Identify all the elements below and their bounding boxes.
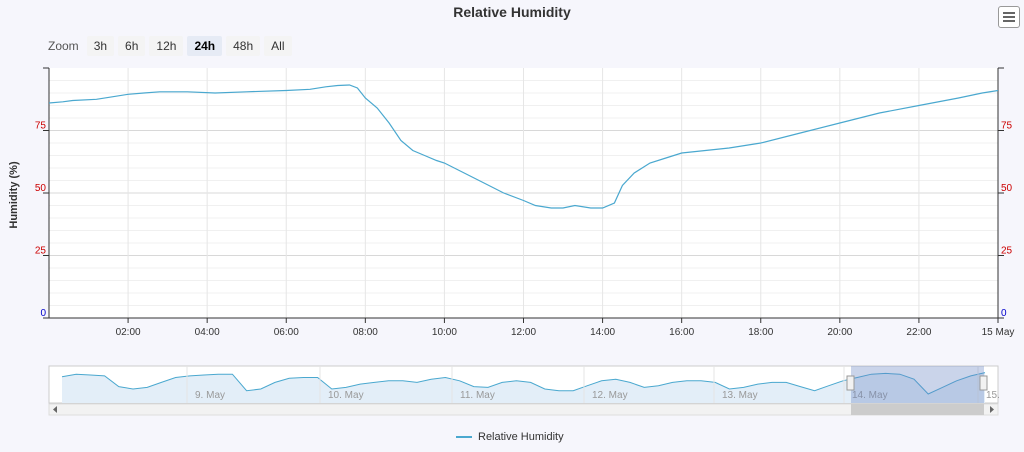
scrollbar-thumb[interactable] [851, 404, 984, 415]
y-tick-label: 50 [35, 183, 47, 194]
zoom-bar: Zoom 3h 6h 12h 24h 48h All [48, 36, 292, 56]
x-tick-label: 08:00 [353, 327, 378, 338]
legend-label: Relative Humidity [478, 431, 564, 443]
x-tick-label: 15 May [982, 327, 1015, 338]
navigator-label: 9. May [195, 390, 225, 401]
legend[interactable]: Relative Humidity [456, 431, 564, 443]
x-tick-label: 22:00 [906, 327, 931, 338]
x-tick-label: 14:00 [590, 327, 615, 338]
zoom-12h-button[interactable]: 12h [149, 36, 184, 56]
y-tick-label: 75 [35, 121, 47, 132]
y-tick-label: 0 [40, 308, 46, 319]
navigator-label: 14. May [852, 390, 888, 401]
y-tick-label-right: 75 [1001, 121, 1013, 132]
navigator-handle-right[interactable] [979, 375, 988, 391]
zoom-3h-button[interactable]: 3h [86, 36, 115, 56]
navigator-series [61, 372, 986, 395]
y-tick-label-right: 25 [1001, 246, 1013, 257]
x-tick-label: 04:00 [195, 327, 220, 338]
navigator-area [62, 372, 985, 403]
y-tick-label-right: 50 [1001, 183, 1013, 194]
navigator-label: 13. May [722, 390, 758, 401]
y-tick-label-right: 0 [1001, 308, 1007, 319]
series-line-humidity[interactable] [48, 84, 999, 209]
zoom-24h-button[interactable]: 24h [187, 36, 223, 56]
scroll-left-icon[interactable] [53, 406, 57, 413]
x-tick-label: 02:00 [116, 327, 141, 338]
scrollbar-track[interactable] [48, 403, 999, 416]
zoom-6h-button[interactable]: 6h [118, 36, 146, 56]
legend-line-icon [456, 436, 472, 438]
navigator-label: 15. [986, 390, 1000, 401]
x-tick-label: 06:00 [274, 327, 299, 338]
menu-icon[interactable] [998, 6, 1020, 28]
y-tick-label: 25 [35, 246, 47, 257]
x-tick-label: 16:00 [669, 327, 694, 338]
navigator-label: 10. May [328, 390, 364, 401]
navigator-label: 12. May [592, 390, 628, 401]
zoom-all-button[interactable]: All [264, 36, 292, 56]
x-tick-label: 10:00 [432, 327, 457, 338]
zoom-48h-button[interactable]: 48h [226, 36, 261, 56]
x-tick-label: 18:00 [748, 327, 773, 338]
navigator-handle-left[interactable] [846, 375, 855, 391]
x-tick-label: 20:00 [827, 327, 852, 338]
scroll-right-icon[interactable] [990, 406, 994, 413]
zoom-label: Zoom [48, 39, 79, 53]
chart-title: Relative Humidity [453, 4, 571, 20]
navigator-selection[interactable] [851, 366, 984, 403]
x-tick-label: 12:00 [511, 327, 536, 338]
navigator-label: 11. May [460, 390, 495, 401]
